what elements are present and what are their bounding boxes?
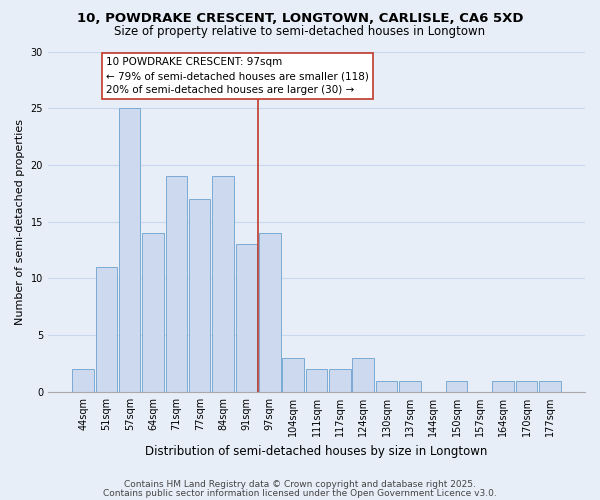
Bar [95, 267, 117, 392]
Text: Size of property relative to semi-detached houses in Longtown: Size of property relative to semi-detach… [115, 25, 485, 38]
X-axis label: Distribution of semi-detached houses by size in Longtown: Distribution of semi-detached houses by … [145, 444, 488, 458]
Bar [189, 199, 211, 392]
Text: 10 POWDRAKE CRESCENT: 97sqm
← 79% of semi-detached houses are smaller (118)
20% : 10 POWDRAKE CRESCENT: 97sqm ← 79% of sem… [106, 57, 369, 95]
Text: Contains HM Land Registry data © Crown copyright and database right 2025.: Contains HM Land Registry data © Crown c… [124, 480, 476, 489]
Bar [329, 369, 350, 392]
Bar [516, 380, 537, 392]
Bar [259, 233, 281, 392]
Bar [212, 176, 234, 392]
Bar [119, 108, 140, 392]
Bar [306, 369, 327, 392]
Text: Contains public sector information licensed under the Open Government Licence v3: Contains public sector information licen… [103, 488, 497, 498]
Bar [166, 176, 187, 392]
Bar [376, 380, 397, 392]
Bar [399, 380, 421, 392]
Text: 10, POWDRAKE CRESCENT, LONGTOWN, CARLISLE, CA6 5XD: 10, POWDRAKE CRESCENT, LONGTOWN, CARLISL… [77, 12, 523, 26]
Bar [352, 358, 374, 392]
Bar [236, 244, 257, 392]
Bar [142, 233, 164, 392]
Bar [446, 380, 467, 392]
Bar [539, 380, 560, 392]
Y-axis label: Number of semi-detached properties: Number of semi-detached properties [15, 118, 25, 324]
Bar [493, 380, 514, 392]
Bar [73, 369, 94, 392]
Bar [283, 358, 304, 392]
